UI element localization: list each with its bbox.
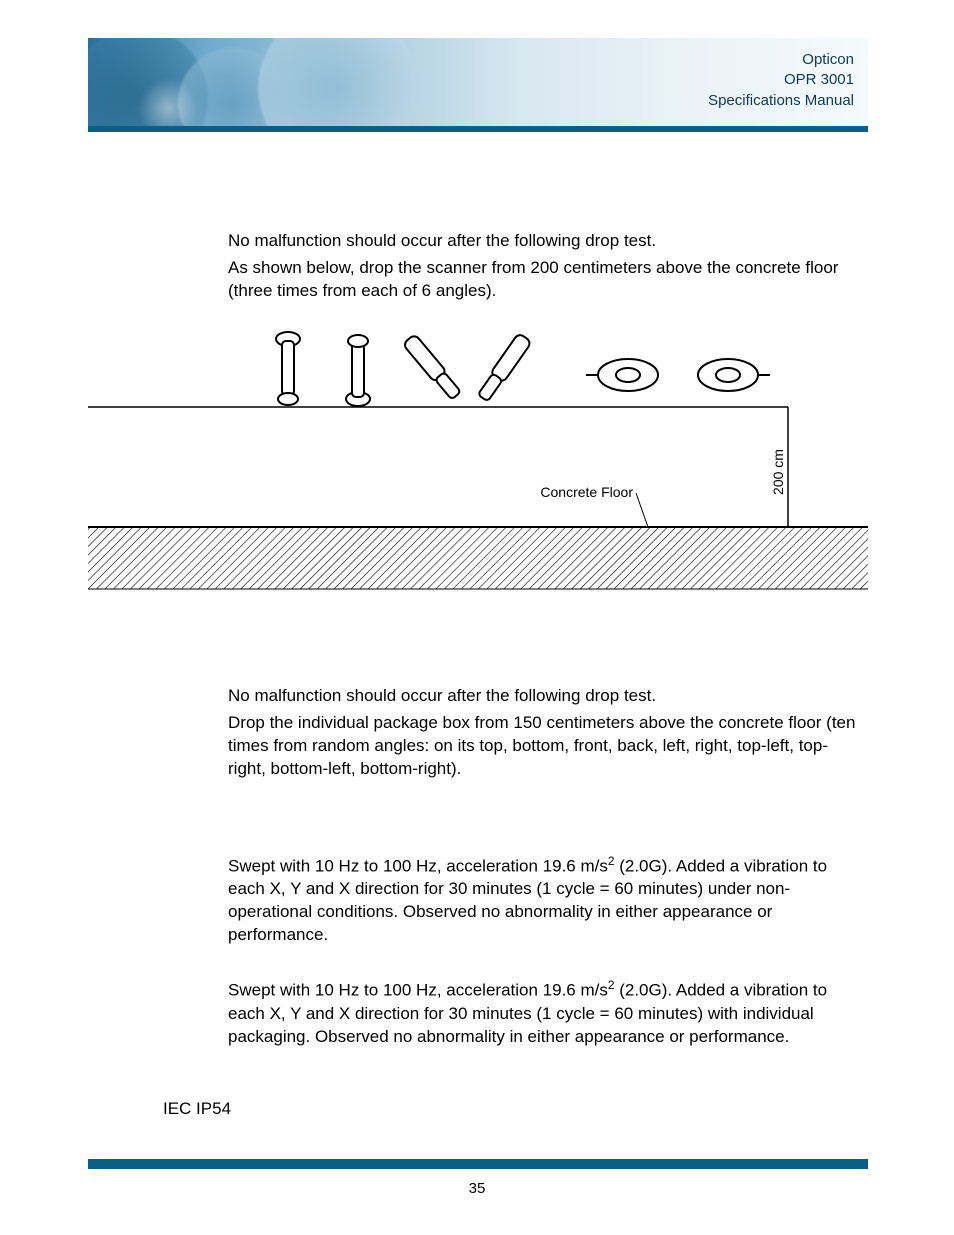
floor-leader (636, 493, 648, 527)
height-label: 200 cm (770, 449, 786, 495)
header-brand: Opticon (708, 50, 854, 70)
header-model: OPR 3001 (708, 70, 854, 90)
vibration-1-pre: Swept with 10 Hz to 100 Hz, acceleration… (228, 856, 608, 875)
header-banner: Opticon OPR 3001 Specifications Manual (88, 38, 868, 126)
content: No malfunction should occur after the fo… (88, 132, 868, 1235)
vibration-1: Swept with 10 Hz to 100 Hz, acceleration… (228, 853, 858, 947)
floor-hatch (88, 527, 868, 589)
header-doc: Specifications Manual (708, 91, 854, 111)
header-text-block: Opticon OPR 3001 Specifications Manual (708, 50, 854, 111)
banner-blob (258, 38, 418, 126)
vibration-2: Swept with 10 Hz to 100 Hz, acceleration… (228, 977, 858, 1048)
diagram-svg: 200 cm Concrete Floor (88, 317, 868, 607)
vibration-2-pre: Swept with 10 Hz to 100 Hz, acceleration… (228, 981, 608, 1000)
page: Opticon OPR 3001 Specifications Manual N… (0, 0, 954, 1235)
scanner-silhouettes (276, 332, 770, 406)
footer-bar (88, 1159, 868, 1169)
drop-test-1-p2: As shown below, drop the scanner from 20… (228, 257, 858, 303)
ip-rating: IEC IP54 (163, 1098, 868, 1121)
page-number: 35 (0, 1180, 954, 1197)
drop-test-1-p1: No malfunction should occur after the fo… (228, 230, 858, 253)
drop-test-2-p1: No malfunction should occur after the fo… (228, 685, 858, 708)
floor-label: Concrete Floor (540, 484, 633, 500)
drop-test-2-p2: Drop the individual package box from 150… (228, 712, 858, 781)
drop-test-diagram: 200 cm Concrete Floor (88, 317, 868, 607)
